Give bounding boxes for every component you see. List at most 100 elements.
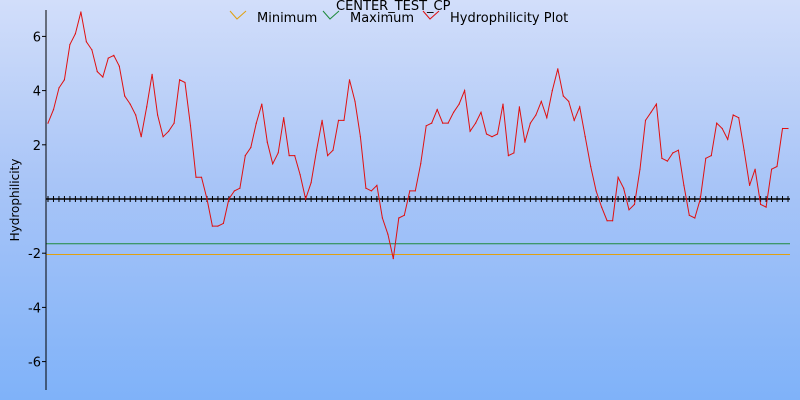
data-point bbox=[211, 225, 213, 227]
legend-swatch bbox=[322, 10, 340, 20]
data-point bbox=[233, 190, 235, 192]
data-point bbox=[546, 117, 548, 119]
data-point bbox=[288, 155, 290, 157]
data-point bbox=[200, 176, 203, 178]
data-point bbox=[518, 106, 521, 108]
data-point bbox=[655, 103, 658, 105]
data-point bbox=[228, 198, 230, 200]
data-point bbox=[392, 258, 394, 260]
data-point bbox=[359, 136, 361, 138]
data-point bbox=[294, 155, 296, 157]
data-point bbox=[305, 198, 307, 200]
data-point bbox=[277, 152, 279, 154]
data-point bbox=[310, 182, 312, 184]
data-point bbox=[453, 111, 455, 113]
data-point bbox=[787, 127, 789, 130]
data-point bbox=[771, 168, 773, 170]
data-point bbox=[458, 103, 460, 105]
data-point bbox=[469, 130, 471, 132]
data-point bbox=[776, 165, 778, 168]
data-point bbox=[102, 76, 104, 78]
data-point bbox=[63, 79, 65, 81]
data-point bbox=[612, 220, 614, 222]
data-point bbox=[217, 225, 219, 227]
legend-swatch bbox=[422, 10, 440, 20]
data-point bbox=[672, 152, 674, 154]
data-point bbox=[716, 122, 718, 124]
data-point bbox=[743, 149, 745, 151]
data-point bbox=[699, 198, 701, 200]
data-point bbox=[118, 65, 120, 67]
data-point bbox=[540, 100, 542, 102]
data-point bbox=[272, 163, 274, 165]
data-point bbox=[491, 136, 493, 138]
data-point bbox=[688, 214, 690, 216]
legend-label: Hydrophilicity Plot bbox=[450, 11, 568, 26]
data-point bbox=[436, 109, 438, 111]
data-point bbox=[58, 87, 60, 89]
data-point bbox=[414, 190, 416, 192]
data-point bbox=[420, 163, 422, 165]
data-point bbox=[502, 103, 504, 105]
data-point bbox=[425, 125, 427, 127]
data-point bbox=[633, 203, 636, 205]
data-point bbox=[321, 119, 323, 121]
data-point bbox=[694, 217, 696, 219]
data-point bbox=[705, 157, 707, 159]
data-point bbox=[316, 149, 318, 151]
chart-legend: Minimum Maximum Hydrophilicity Plot bbox=[229, 10, 568, 26]
data-point bbox=[760, 203, 762, 205]
data-point bbox=[244, 155, 246, 157]
data-point bbox=[162, 136, 164, 138]
data-point bbox=[107, 57, 109, 59]
data-point bbox=[677, 149, 680, 151]
data-point bbox=[507, 155, 509, 157]
data-point bbox=[628, 209, 630, 211]
data-point bbox=[387, 233, 389, 235]
data-point bbox=[135, 114, 137, 116]
data-point bbox=[650, 111, 652, 113]
data-point bbox=[568, 100, 570, 102]
y-tick-label: 2 bbox=[33, 139, 41, 154]
data-point bbox=[601, 206, 603, 208]
data-point bbox=[398, 217, 400, 219]
y-tick-label: 6 bbox=[33, 30, 41, 45]
data-point bbox=[168, 130, 170, 132]
data-point bbox=[584, 136, 586, 138]
legend-label: Minimum bbox=[257, 11, 317, 26]
data-point bbox=[409, 190, 411, 192]
data-point bbox=[327, 155, 329, 157]
data-point bbox=[475, 122, 477, 124]
data-point bbox=[590, 165, 592, 168]
data-point bbox=[524, 141, 526, 143]
data-point bbox=[666, 160, 669, 162]
data-point bbox=[365, 187, 367, 189]
data-point bbox=[557, 68, 559, 70]
data-point bbox=[74, 33, 76, 35]
y-tick-label: 4 bbox=[33, 85, 41, 100]
data-point bbox=[403, 214, 405, 216]
data-point bbox=[299, 174, 301, 176]
data-point bbox=[283, 117, 285, 119]
data-point bbox=[639, 168, 641, 170]
data-point bbox=[96, 71, 98, 73]
data-point bbox=[749, 184, 751, 186]
chart-title: CENTER_TEST_CP bbox=[336, 0, 451, 14]
data-point bbox=[129, 103, 131, 105]
legend-label: Maximum bbox=[350, 11, 414, 26]
data-point bbox=[348, 79, 351, 81]
data-point bbox=[781, 127, 784, 130]
data-point bbox=[124, 95, 126, 97]
data-point bbox=[179, 79, 181, 81]
data-point bbox=[738, 117, 740, 119]
data-point bbox=[683, 184, 685, 186]
data-point bbox=[721, 127, 723, 130]
data-point bbox=[85, 41, 87, 43]
data-point bbox=[47, 122, 49, 124]
data-point bbox=[184, 81, 186, 84]
data-point bbox=[173, 122, 175, 124]
data-point bbox=[250, 146, 252, 149]
legend-swatch bbox=[229, 10, 247, 20]
data-point bbox=[562, 95, 564, 97]
